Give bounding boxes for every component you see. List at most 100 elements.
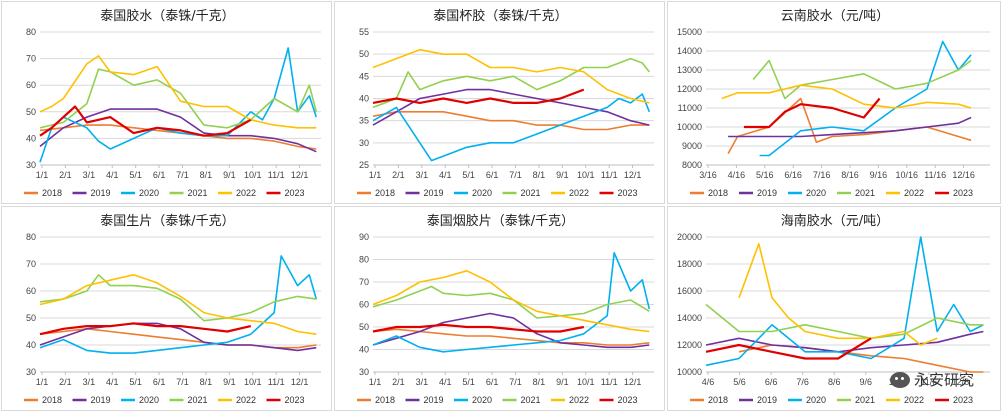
legend-label-2019: 2019 [91, 188, 111, 198]
y-tick-label: 40 [26, 340, 36, 350]
series-line-2023 [372, 323, 585, 333]
legend-label-2021: 2021 [855, 188, 875, 198]
x-tick-label: 8/6 [828, 377, 841, 387]
y-tick-label: 16000 [677, 286, 702, 296]
x-tick-label: 11/1 [601, 170, 618, 180]
chart-hainan-latex: 海南胶水（元/吨） 10000 12000 14000 16000 18000 20000 4… [677, 213, 990, 405]
legend-label-2021: 2021 [188, 188, 208, 198]
y-tick-label: 80 [359, 255, 369, 265]
x-tick-label: 8/1 [533, 170, 546, 180]
x-tick-label: 10/1 [244, 170, 262, 180]
series-line-2020 [39, 255, 318, 354]
series-line-2020 [39, 47, 318, 163]
legend-label-2019: 2019 [91, 395, 111, 405]
x-tick-label: 4/1 [439, 377, 452, 387]
series-line-2021 [39, 274, 317, 322]
legend-label-2019: 2019 [757, 188, 777, 198]
legend-label-2018: 2018 [708, 188, 728, 198]
y-tick-label: 60 [26, 286, 36, 296]
y-tick-label: 14000 [677, 46, 702, 56]
chart-title: 泰国胶水（泰铢/千克） [100, 8, 234, 24]
x-tick-label: 1/1 [36, 377, 49, 387]
y-tick-label: 80 [26, 232, 36, 242]
x-tick-label: 9/16 [870, 170, 888, 180]
chart-thai-latex: 泰国胶水（泰铢/千克） 30 40 50 60 70 80 1/1 2/1 3/1 4/1 5/1 6/… [24, 8, 321, 198]
y-tick-label: 50 [26, 313, 36, 323]
legend-label-2022: 2022 [904, 395, 924, 405]
x-tick-label: 7/16 [813, 170, 831, 180]
legend-label-2022: 2022 [569, 395, 589, 405]
legend-label-2023: 2023 [953, 188, 973, 198]
x-tick-label: 9/1 [556, 377, 569, 387]
panel-hainan-latex: 海南胶水（元/吨） 10000 12000 14000 16000 18000 20000 4… [667, 206, 1001, 411]
chart-title: 云南胶水（元/吨） [781, 8, 889, 24]
y-tick-label: 30 [26, 160, 36, 170]
x-tick-label: 6/1 [153, 170, 166, 180]
x-tick-label: 5/1 [462, 377, 475, 387]
chart-title: 泰国烟胶片（泰铢/千克） [427, 213, 574, 229]
x-tick-label: 5/1 [462, 170, 475, 180]
series-line-2022 [39, 274, 317, 335]
chart-title: 泰国杯胶（泰铢/千克） [433, 8, 567, 24]
x-tick-label: 10/16 [896, 170, 919, 180]
panel-thai-rss: 泰国烟胶片（泰铢/千克） 30 40 50 60 70 80 90 1/1 2/1 3/1 4/1 5/… [334, 206, 665, 411]
y-tick-label: 40 [26, 133, 36, 143]
legend-label-2019: 2019 [424, 188, 444, 198]
series-line-2019 [728, 116, 972, 138]
y-tick-label: 40 [359, 94, 369, 104]
y-tick-label: 30 [26, 367, 36, 377]
chart-yunnan-latex: 云南胶水（元/吨） 8000 9000 10000 11000 12000 13000 140… [677, 8, 990, 198]
x-tick-label: 12/16 [952, 170, 975, 180]
legend-label-2018: 2018 [708, 395, 728, 405]
series-line-2023 [39, 322, 252, 336]
series-line-2022 [372, 48, 650, 104]
x-tick-label: 6/1 [486, 170, 499, 180]
chart-thai-raw-sheet: 泰国生片（泰铢/千克） 30 40 50 60 70 80 1/1 2/1 3/1 4/1 5/1 6/… [24, 213, 321, 405]
y-tick-label: 25 [359, 160, 369, 170]
x-tick-label: 2/1 [392, 377, 405, 387]
legend-label-2022: 2022 [569, 188, 589, 198]
x-tick-label: 9/1 [556, 170, 569, 180]
chart-title: 泰国生片（泰铢/千克） [100, 213, 234, 229]
series-line-2021 [39, 68, 318, 129]
legend-label-2018: 2018 [42, 395, 62, 405]
x-tick-label: 9/1 [223, 170, 236, 180]
legend-label-2020: 2020 [139, 188, 159, 198]
y-tick-label: 14000 [677, 313, 702, 323]
x-tick-label: 10/1 [577, 170, 595, 180]
x-tick-label: 4/16 [728, 170, 746, 180]
watermark-text: 永安研究 [913, 371, 974, 389]
x-tick-label: 12/6 [952, 377, 970, 387]
x-tick-label: 2/1 [392, 170, 405, 180]
y-tick-label: 60 [359, 300, 369, 310]
series-line-2018 [372, 111, 650, 131]
series-line-2018 [727, 97, 972, 154]
legend-label-2018: 2018 [375, 395, 395, 405]
x-tick-label: 6/16 [784, 170, 802, 180]
legend-label-2023: 2023 [285, 188, 305, 198]
x-tick-label: 11/1 [601, 377, 618, 387]
y-tick-label: 90 [359, 232, 369, 242]
x-tick-label: 11/6 [920, 377, 937, 387]
y-tick-label: 70 [26, 54, 36, 64]
legend-label-2022: 2022 [236, 395, 256, 405]
watermark: 永安研究 [889, 369, 974, 390]
series-line-2023 [705, 337, 872, 360]
x-tick-label: 5/1 [129, 377, 142, 387]
panel-thai-raw-sheet: 泰国生片（泰铢/千克） 30 40 50 60 70 80 1/1 2/1 3/1 4/1 5/1 6/… [1, 206, 332, 411]
series-line-2021 [372, 285, 650, 319]
y-tick-label: 45 [359, 71, 369, 81]
x-tick-label: 5/6 [733, 377, 746, 387]
y-tick-label: 10000 [677, 122, 702, 132]
y-tick-label: 50 [359, 49, 369, 59]
series-line-2021 [705, 303, 984, 340]
y-tick-label: 50 [26, 107, 36, 117]
series-line-2020 [372, 93, 651, 162]
x-tick-label: 11/1 [268, 170, 285, 180]
legend-label-2022: 2022 [236, 188, 256, 198]
x-tick-label: 2/1 [59, 377, 72, 387]
legend-label-2023: 2023 [618, 395, 638, 405]
x-tick-label: 3/1 [416, 377, 429, 387]
legend-label-2022: 2022 [904, 188, 924, 198]
x-tick-label: 6/1 [153, 377, 166, 387]
